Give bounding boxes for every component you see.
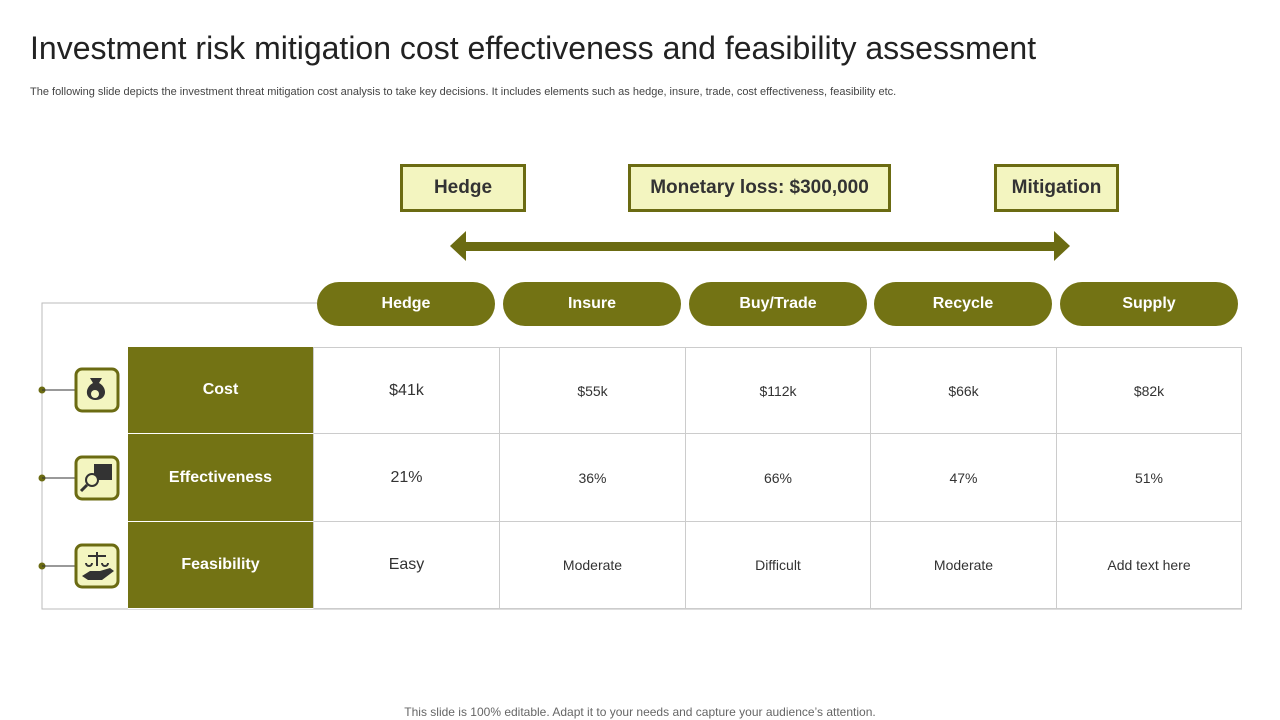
subtitle: The following slide depicts the investme… (30, 86, 897, 98)
table-cell: 47% (871, 434, 1057, 522)
table-cell: $82k (1057, 347, 1242, 434)
bracket (41, 302, 1242, 610)
table-cell: 21% (314, 434, 500, 522)
column-header: Hedge (317, 282, 495, 326)
column-header: Buy/Trade (689, 282, 867, 326)
row-icons (38, 367, 120, 589)
table-cell: Easy (314, 522, 500, 609)
top-box: Hedge (400, 164, 526, 212)
table-cell: 66% (686, 434, 871, 522)
table-cell: Moderate (871, 522, 1057, 609)
table-cell: Difficult (686, 522, 871, 609)
column-header: Supply (1060, 282, 1238, 326)
arrow (450, 231, 1070, 261)
table-cell: 51% (1057, 434, 1242, 522)
row-label: Cost (128, 347, 314, 434)
table-cell: 36% (500, 434, 686, 522)
top-box: Mitigation (994, 164, 1119, 212)
column-header: Recycle (874, 282, 1052, 326)
table-cell: $112k (686, 347, 871, 434)
table-cell: $66k (871, 347, 1057, 434)
table-cell: Moderate (500, 522, 686, 609)
row-label: Effectiveness (128, 434, 314, 522)
table-cell: $55k (500, 347, 686, 434)
title: Investment risk mitigation cost effectiv… (30, 30, 1037, 66)
table-cell: $41k (314, 347, 500, 434)
top-box: Monetary loss: $300,000 (628, 164, 891, 212)
table-cell: Add text here (1057, 522, 1242, 609)
column-header: Insure (503, 282, 681, 326)
footer: This slide is 100% editable. Adapt it to… (404, 705, 876, 719)
row-label: Feasibility (128, 522, 314, 609)
